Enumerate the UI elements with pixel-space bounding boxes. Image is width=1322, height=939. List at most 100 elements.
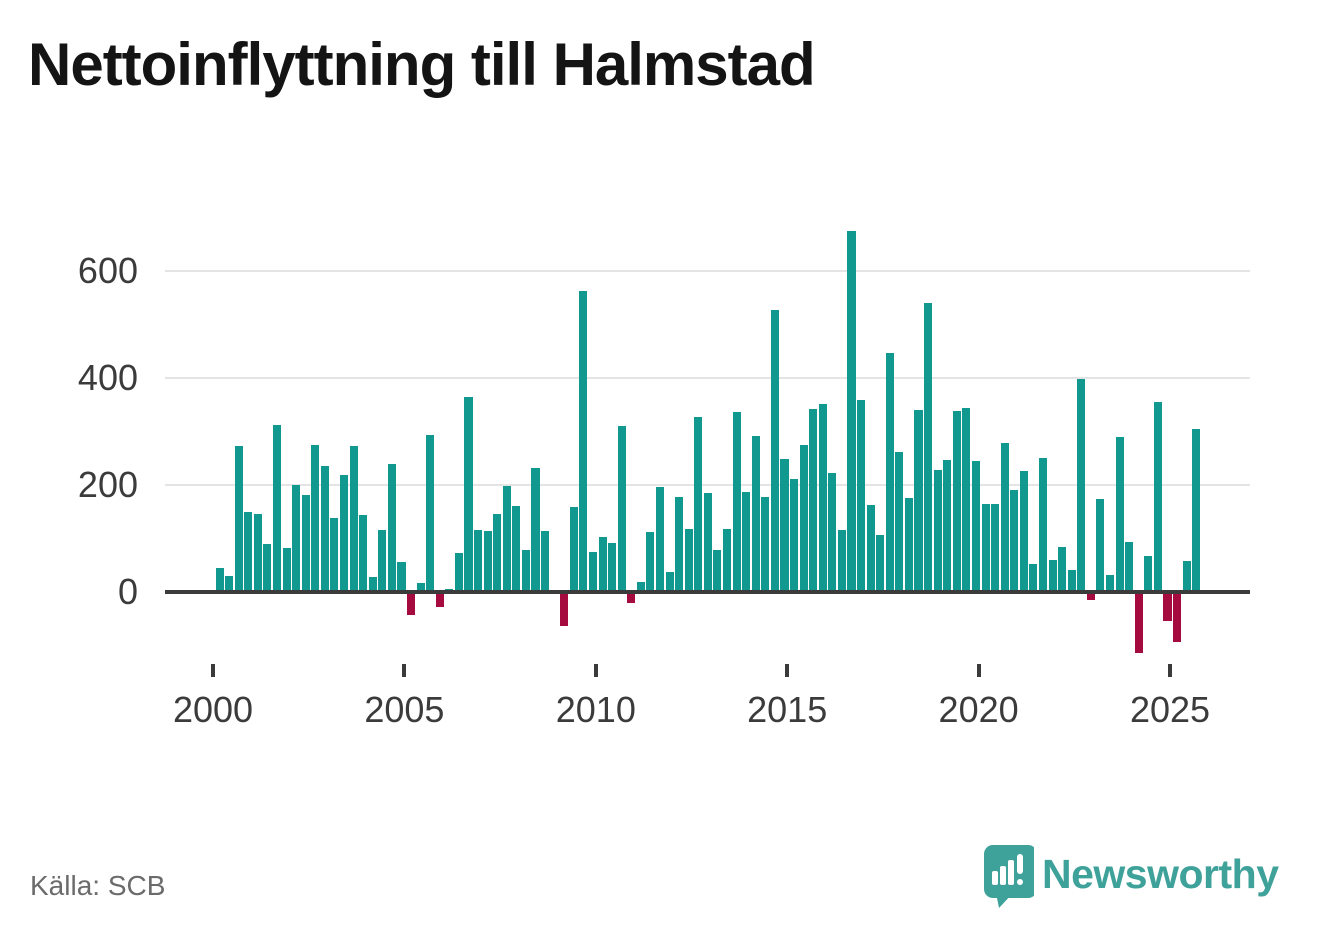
x-axis-tick-mark <box>593 664 598 677</box>
bar-2025Q1 <box>1173 591 1182 642</box>
bar-2009Q2 <box>569 506 578 592</box>
bar-2010Q2 <box>608 542 617 592</box>
bar-2004Q2 <box>378 530 387 592</box>
bar-2000Q4 <box>244 511 253 592</box>
bar-2017Q3 <box>885 352 894 592</box>
bar-2002Q1 <box>292 485 301 592</box>
bar-2024Q3 <box>1153 401 1162 592</box>
bar-2022Q4 <box>1086 591 1095 600</box>
bar-2012Q3 <box>694 417 703 592</box>
bar-2018Q4 <box>933 470 942 592</box>
bar-2013Q2 <box>722 528 732 592</box>
bar-2003Q2 <box>339 475 349 592</box>
bar-2022Q2 <box>1067 570 1076 592</box>
bar-2004Q1 <box>368 577 377 592</box>
bar-2024Q1 <box>1134 591 1143 654</box>
bar-2021Q3 <box>1038 457 1048 592</box>
bar-2001Q3 <box>272 424 282 592</box>
bar-2003Q3 <box>349 445 358 592</box>
bar-2011Q2 <box>646 532 655 592</box>
bar-2016Q2 <box>837 530 846 592</box>
bar-2025Q2 <box>1182 561 1191 592</box>
bar-2019Q2 <box>952 410 961 592</box>
x-axis-tick-label: 2020 <box>938 689 1019 730</box>
bar-2013Q3 <box>732 411 741 592</box>
bar-2014Q1 <box>751 435 760 592</box>
bar-2023Q3 <box>1115 437 1124 592</box>
bar-2006Q2 <box>454 552 463 592</box>
bar-2022Q3 <box>1077 379 1086 592</box>
bar-2005Q2 <box>416 582 425 592</box>
bar-2020Q4 <box>1010 490 1019 592</box>
bar-2008Q3 <box>541 530 550 592</box>
bar-2011Q4 <box>665 571 674 592</box>
bar-2005Q3 <box>426 435 435 592</box>
bar-2008Q2 <box>531 467 540 592</box>
bar-2004Q3 <box>387 463 396 592</box>
bar-2000Q1 <box>215 567 224 592</box>
bar-2001Q2 <box>263 544 272 592</box>
bar-2017Q1 <box>866 504 875 592</box>
bar-2011Q1 <box>636 581 645 592</box>
x-axis-tick-mark <box>402 664 407 677</box>
bar-2017Q4 <box>895 452 904 592</box>
bar-2015Q3 <box>809 409 818 592</box>
x-axis-tick-label: 2010 <box>555 689 636 730</box>
bar-2001Q1 <box>253 514 262 592</box>
bar-2014Q3 <box>770 310 779 592</box>
bar-2019Q3 <box>962 408 971 592</box>
bar-2011Q3 <box>655 486 665 592</box>
bar-2014Q4 <box>780 459 789 592</box>
bar-2009Q3 <box>579 291 588 592</box>
bar-2016Q3 <box>847 230 856 592</box>
bar-2019Q1 <box>943 459 952 592</box>
brand-lockup: Newsworthy <box>980 843 1300 913</box>
bar-2015Q4 <box>818 403 827 592</box>
bar-2005Q4 <box>435 591 444 607</box>
bar-2021Q2 <box>1029 564 1038 592</box>
bar-2004Q4 <box>397 562 406 592</box>
bar-2017Q2 <box>876 535 885 592</box>
gridline-600 <box>165 270 1250 273</box>
bar-2020Q2 <box>991 503 1000 592</box>
bar-2009Q1 <box>560 591 569 627</box>
bar-2007Q1 <box>483 530 492 592</box>
bar-2020Q1 <box>981 503 990 592</box>
y-axis-tick-label: 0 <box>117 570 138 612</box>
bar-2016Q1 <box>828 472 837 592</box>
x-axis-tick-label: 2005 <box>364 689 445 730</box>
x-axis-line <box>165 589 1250 594</box>
gridline-200 <box>165 483 1250 486</box>
newsworthy-logo-icon <box>984 845 1034 908</box>
x-axis-tick-mark <box>1168 664 1172 677</box>
bar-2009Q4 <box>588 552 598 592</box>
gridline-400 <box>165 377 1250 380</box>
bar-2007Q4 <box>512 505 521 592</box>
bar-2021Q4 <box>1048 560 1057 592</box>
bar-2008Q1 <box>521 549 530 592</box>
chart-title: Nettoinflyttning till Halmstad <box>28 31 816 98</box>
bar-2023Q4 <box>1125 542 1134 592</box>
y-axis-tick-label: 200 <box>77 463 138 505</box>
bar-2023Q2 <box>1105 574 1115 592</box>
bar-2012Q2 <box>684 528 693 592</box>
bar-2012Q1 <box>675 496 684 592</box>
source-note: Källa: SCB <box>30 870 166 901</box>
bar-2014Q2 <box>761 497 770 592</box>
x-axis-tick-mark <box>976 664 981 677</box>
bar-2001Q4 <box>282 548 291 592</box>
bar-2016Q4 <box>857 400 866 592</box>
bar-2024Q2 <box>1144 555 1153 592</box>
bar-2002Q4 <box>320 465 329 592</box>
brand-name: Newsworthy <box>1042 851 1279 897</box>
bar-2007Q2 <box>493 513 502 592</box>
x-axis-tick-mark <box>785 664 790 677</box>
bar-2015Q2 <box>799 444 808 592</box>
bar-2006Q3 <box>464 397 473 592</box>
bar-2022Q1 <box>1058 546 1067 592</box>
x-axis-tick-label: 2025 <box>1129 689 1211 730</box>
bar-2018Q1 <box>904 498 913 592</box>
bar-2015Q1 <box>790 479 799 592</box>
bar-2000Q3 <box>234 445 243 592</box>
bar-2003Q1 <box>330 518 339 592</box>
